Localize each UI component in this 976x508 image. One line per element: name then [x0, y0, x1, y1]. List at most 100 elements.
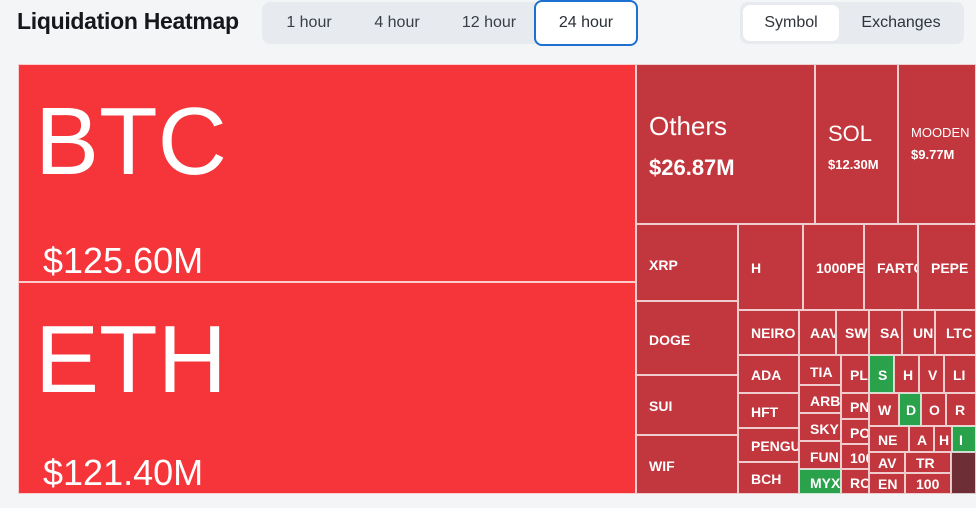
- tile-a[interactable]: A: [909, 426, 934, 452]
- tile-symbol: FUN: [810, 449, 839, 465]
- tile-sa[interactable]: SA: [869, 310, 902, 355]
- tile-symbol: PO: [850, 425, 869, 441]
- tile-symbol: 100: [850, 450, 868, 466]
- tile-others[interactable]: Others $26.87M: [636, 64, 815, 224]
- tile-sol[interactable]: SOL $12.30M: [815, 64, 898, 224]
- tile-li[interactable]: LI: [944, 355, 976, 393]
- tile-aav[interactable]: AAV: [799, 310, 836, 355]
- tile-symbol: UN: [913, 325, 934, 341]
- tile-arb[interactable]: ARB: [799, 385, 841, 413]
- tile-symbol: EN: [878, 476, 898, 492]
- tile-symbol: SUI: [649, 398, 673, 414]
- liquidation-heatmap: BTC $125.60M ETH $121.40M Others $26.87M…: [18, 64, 976, 494]
- tile-small-dark[interactable]: [951, 452, 976, 494]
- tile-symbol: DOGE: [649, 332, 691, 348]
- tile-symbol: H: [751, 260, 762, 276]
- tile-o[interactable]: O: [921, 393, 946, 426]
- tile-symbol: AAV: [810, 325, 836, 341]
- tile-ltc[interactable]: LTC: [935, 310, 976, 355]
- tile-h3[interactable]: H: [934, 426, 952, 452]
- tile-po[interactable]: PO: [841, 419, 869, 444]
- tile-v[interactable]: V: [919, 355, 944, 393]
- tile-symbol: NEIRO: [751, 325, 796, 341]
- tile-tia[interactable]: TIA: [799, 355, 841, 385]
- tile-symbol: RO: [850, 475, 869, 491]
- tile-tr[interactable]: TR: [905, 452, 951, 473]
- tile-symbol: I: [959, 432, 963, 448]
- tile-symbol: HFT: [751, 404, 779, 420]
- tile-symbol: MYX: [810, 475, 841, 491]
- tile-symbol: SKY: [810, 421, 839, 437]
- tile-sky[interactable]: SKY: [799, 413, 841, 441]
- tile-h[interactable]: H: [738, 224, 803, 310]
- tile-bch[interactable]: BCH: [738, 462, 799, 494]
- tile-symbol: H: [903, 367, 914, 383]
- tile-fun[interactable]: FUN: [799, 441, 841, 469]
- tile-ada[interactable]: ADA: [738, 355, 799, 393]
- tile-value: $125.60M: [43, 240, 204, 281]
- tile-sw[interactable]: SW: [836, 310, 869, 355]
- tile-symbol: R: [955, 402, 966, 418]
- tile-pepe[interactable]: PEPE: [918, 224, 976, 310]
- tile-ne[interactable]: NE: [869, 426, 909, 452]
- tile-symbol: BTC: [35, 88, 227, 195]
- tile-value: $9.77M: [911, 147, 955, 162]
- tab-24-hour[interactable]: 24 hour: [534, 0, 638, 46]
- tile-d[interactable]: D: [899, 393, 921, 426]
- tile-symbol: A: [917, 432, 928, 448]
- tile-symbol: AV: [878, 455, 897, 471]
- symbol-view-button[interactable]: Symbol: [743, 5, 839, 41]
- tile-symbol: SOL: [828, 121, 873, 146]
- tile-symbol: D: [906, 402, 917, 418]
- tile-r[interactable]: R: [946, 393, 976, 426]
- tile-symbol: O: [929, 402, 940, 418]
- tile-100-b[interactable]: 100: [905, 473, 951, 494]
- tile-symbol: BCH: [751, 471, 782, 487]
- tile-symbol: PENGU: [751, 438, 799, 454]
- tile-h2[interactable]: H: [894, 355, 919, 393]
- tile-hft[interactable]: HFT: [738, 393, 799, 428]
- tile-symbol: V: [928, 367, 938, 383]
- tile-symbol: TIA: [810, 364, 833, 380]
- tile-symbol: NE: [878, 432, 898, 448]
- tile-un[interactable]: UN: [902, 310, 935, 355]
- tile-100[interactable]: 100: [841, 444, 869, 469]
- tab-4-hour[interactable]: 4 hour: [374, 14, 420, 31]
- tile-pn[interactable]: PN: [841, 393, 869, 419]
- tile-av[interactable]: AV: [869, 452, 905, 473]
- tile-btc[interactable]: BTC $125.60M: [18, 64, 636, 282]
- tile-sui[interactable]: SUI: [636, 375, 738, 435]
- tile-s[interactable]: S: [869, 355, 894, 393]
- tab-1-hour[interactable]: 1 hour: [286, 14, 332, 31]
- tile-value: $12.30M: [828, 157, 879, 172]
- tile-myx[interactable]: MYX: [799, 469, 841, 494]
- tile-pl[interactable]: PL: [841, 355, 869, 393]
- tile-symbol: H: [939, 432, 950, 448]
- tile-mooden[interactable]: MOODEN $9.77M: [898, 64, 976, 224]
- tile-w[interactable]: W: [869, 393, 899, 426]
- tile-en[interactable]: EN: [869, 473, 905, 494]
- tile-value: $121.40M: [43, 452, 204, 493]
- tile-symbol: Others: [649, 111, 728, 141]
- tile-symbol: SW: [845, 325, 868, 341]
- tile-i[interactable]: I: [952, 426, 976, 452]
- tile-symbol: WIF: [649, 458, 675, 474]
- tile-pengu[interactable]: PENGU: [738, 428, 799, 462]
- tile-ro[interactable]: RO: [841, 469, 869, 494]
- view-toggle: Symbol Exchanges: [740, 2, 964, 44]
- tile-symbol: 1000PE: [816, 260, 864, 276]
- tile-xrp[interactable]: XRP: [636, 224, 738, 301]
- tile-symbol: LI: [953, 367, 966, 383]
- tile-1000pe[interactable]: 1000PE: [803, 224, 864, 310]
- tab-12-hour[interactable]: 12 hour: [461, 14, 517, 31]
- tile-doge[interactable]: DOGE: [636, 301, 738, 375]
- tile-wif[interactable]: WIF: [636, 435, 738, 494]
- tile-symbol: ARB: [810, 393, 841, 409]
- tile-symbol: SA: [880, 325, 900, 341]
- tile-fartc[interactable]: FARTC: [864, 224, 918, 310]
- exchanges-view-button[interactable]: Exchanges: [861, 14, 941, 31]
- tile-symbol: PEPE: [931, 260, 969, 276]
- tile-eth[interactable]: ETH $121.40M: [18, 282, 636, 494]
- tile-symbol: PN: [850, 399, 869, 415]
- tile-neiro[interactable]: NEIRO: [738, 310, 799, 355]
